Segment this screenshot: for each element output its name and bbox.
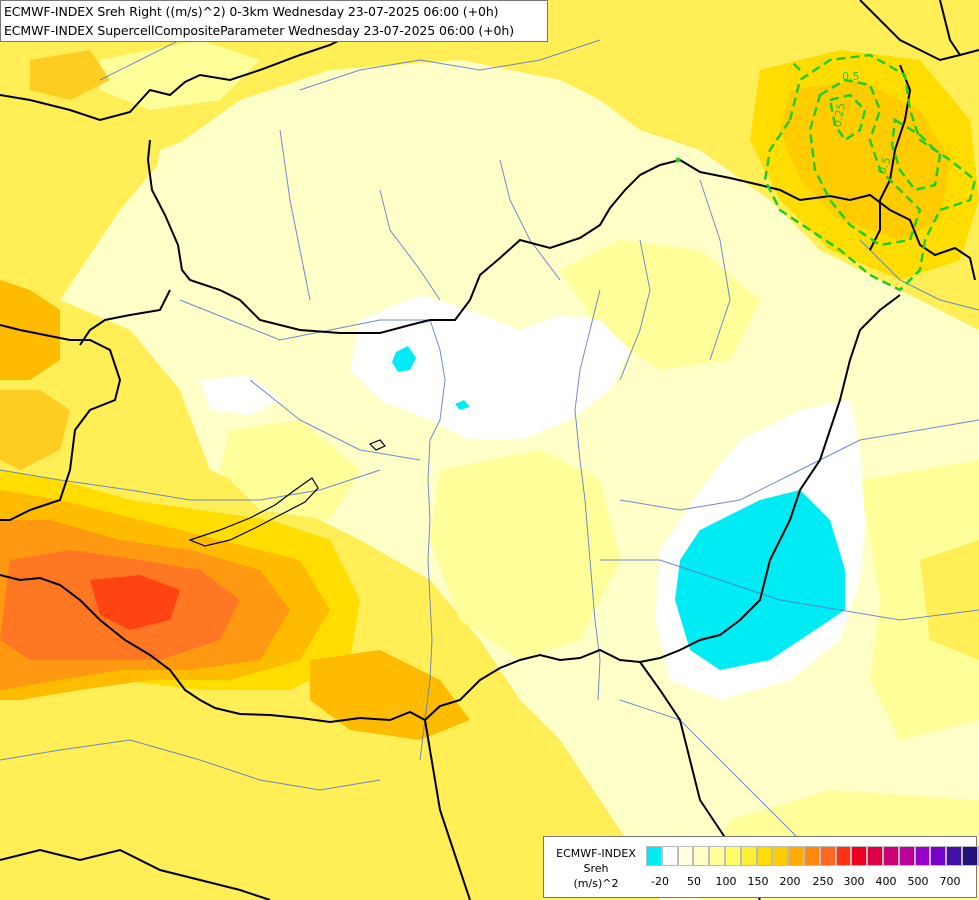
sreh-fill-ne — [600, 50, 979, 280]
legend-ticks: -20 50 100 150 200 250 300 400 500 700 — [646, 875, 976, 889]
legend-swatch — [772, 846, 789, 866]
legend-tick-label: 300 — [843, 875, 865, 888]
legend-swatch — [661, 846, 678, 866]
scp-dot — [675, 157, 681, 163]
legend-swatch — [946, 846, 962, 866]
legend-swatch — [835, 846, 852, 866]
scp-contours — [763, 53, 977, 292]
sreh-fill-pale — [100, 40, 640, 320]
title-line-scp: ECMWF-INDEX SupercellCompositeParameter … — [4, 23, 515, 38]
legend-swatch — [914, 846, 931, 866]
legend-tick-label: 100 — [715, 875, 737, 888]
legend-swatch — [930, 846, 947, 866]
legend-tick-label: 400 — [875, 875, 897, 888]
lake-outline — [188, 439, 386, 547]
legend-swatch — [740, 846, 757, 866]
scp-contour-labels: 0.5 0.25 0.5 — [831, 70, 894, 176]
sreh-fill-orange — [0, 50, 470, 740]
legend-swatch — [677, 846, 694, 866]
legend-title-model: ECMWF-INDEX — [556, 847, 636, 860]
legend-title-param: Sreh — [583, 862, 609, 875]
legend-swatch — [693, 846, 710, 866]
rivers — [0, 0, 979, 841]
legend-tick-label: 50 — [687, 875, 701, 888]
sreh-fill-negative — [392, 346, 845, 670]
contour-label: 0.5 — [875, 155, 893, 176]
legend-swatch — [646, 846, 662, 866]
legend-swatch — [867, 846, 883, 866]
legend-tick-label: 500 — [907, 875, 929, 888]
legend-swatch — [977, 846, 979, 866]
legend-swatch — [882, 846, 899, 866]
legend-swatch — [724, 846, 741, 866]
legend-tick-label: 700 — [939, 875, 961, 888]
legend-swatch — [898, 846, 915, 866]
legend-tick-label: 200 — [779, 875, 801, 888]
legend-tick-label: -20 — [651, 875, 669, 888]
legend-swatch — [819, 846, 836, 866]
title-line-sreh: ECMWF-INDEX Sreh Right ((m/s)^2) 0-3km W… — [4, 4, 499, 19]
legend-swatch — [709, 846, 725, 866]
map-title-box: ECMWF-INDEX Sreh Right ((m/s)^2) 0-3km W… — [0, 0, 548, 42]
legend-swatch — [803, 846, 820, 866]
legend-swatch — [788, 846, 804, 866]
legend-swatch — [851, 846, 868, 866]
legend-swatch — [756, 846, 773, 866]
contour-label: 0.5 — [842, 70, 860, 83]
legend-tick-label: 150 — [747, 875, 769, 888]
legend-tick-label: 250 — [812, 875, 834, 888]
legend-title-unit: (m/s)^2 — [573, 877, 619, 890]
legend-swatches — [646, 846, 979, 866]
color-legend: ECMWF-INDEX Sreh (m/s)^2 -20 50 100 150 200 2… — [543, 836, 979, 898]
legend-swatch — [961, 846, 978, 866]
legend-title: ECMWF-INDEX Sreh (m/s)^2 — [550, 846, 642, 891]
contour-label: 0.25 — [831, 102, 848, 128]
